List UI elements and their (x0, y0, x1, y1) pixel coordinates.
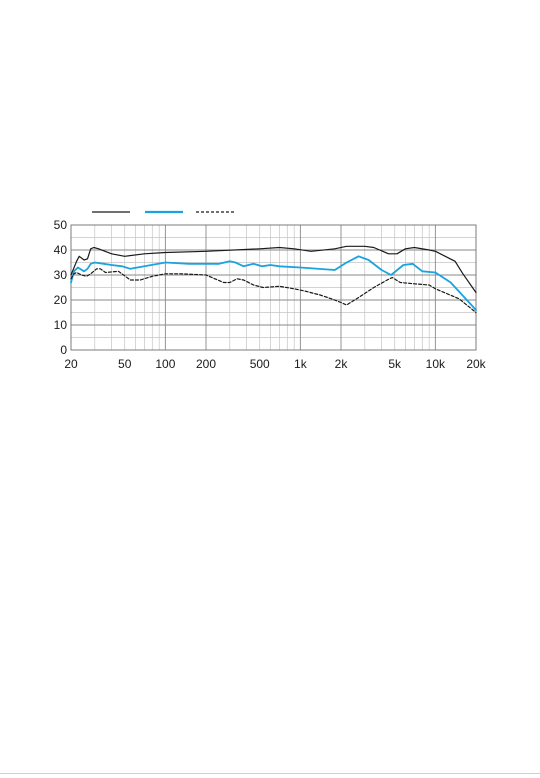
x-axis-labels: 20 50 100 200 500 1k 2k 5k 10k 20k (64, 357, 486, 371)
y-tick-label: 10 (54, 318, 68, 332)
x-tick-label: 500 (250, 357, 270, 371)
x-tick-label: 100 (155, 357, 175, 371)
x-tick-label: 2k (335, 357, 349, 371)
y-tick-label: 30 (54, 268, 68, 282)
y-axis-labels: 0 10 20 30 40 50 (54, 218, 68, 357)
y-tick-label: 0 (60, 343, 67, 357)
x-tick-label: 5k (388, 357, 402, 371)
series-line-1 (70, 245, 477, 294)
grid-major (71, 225, 476, 350)
series-line-2 (70, 255, 477, 311)
x-tick-label: 10k (426, 357, 446, 371)
x-tick-label: 20k (466, 357, 486, 371)
series-group (70, 245, 477, 314)
grid-minor (71, 225, 476, 350)
y-tick-label: 40 (54, 243, 68, 257)
x-tick-label: 20 (64, 357, 78, 371)
y-tick-label: 50 (54, 218, 68, 232)
x-tick-label: 1k (294, 357, 308, 371)
x-tick-label: 50 (118, 357, 132, 371)
x-tick-label: 200 (196, 357, 216, 371)
plot-frame (70, 224, 477, 351)
y-tick-label: 20 (54, 293, 68, 307)
page-bottom-rule (0, 773, 540, 774)
series-line-3 (70, 268, 477, 314)
